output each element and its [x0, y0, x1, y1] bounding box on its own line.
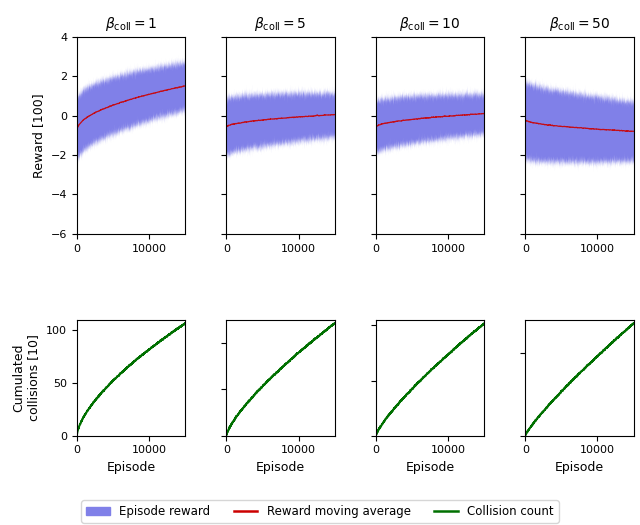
- Title: $\beta_{\mathrm{coll}} = 1$: $\beta_{\mathrm{coll}} = 1$: [105, 15, 157, 34]
- Title: $\beta_{\mathrm{coll}} = 10$: $\beta_{\mathrm{coll}} = 10$: [399, 15, 461, 34]
- Title: $\beta_{\mathrm{coll}} = 5$: $\beta_{\mathrm{coll}} = 5$: [254, 15, 307, 34]
- X-axis label: Episode: Episode: [555, 461, 604, 474]
- Legend: Episode reward, Reward moving average, Collision count: Episode reward, Reward moving average, C…: [81, 500, 559, 523]
- Y-axis label: Cumulated
collisions [10]: Cumulated collisions [10]: [13, 334, 40, 421]
- X-axis label: Episode: Episode: [405, 461, 454, 474]
- Title: $\beta_{\mathrm{coll}} = 50$: $\beta_{\mathrm{coll}} = 50$: [548, 15, 611, 34]
- X-axis label: Episode: Episode: [106, 461, 156, 474]
- Y-axis label: Reward [100]: Reward [100]: [32, 93, 45, 177]
- X-axis label: Episode: Episode: [256, 461, 305, 474]
